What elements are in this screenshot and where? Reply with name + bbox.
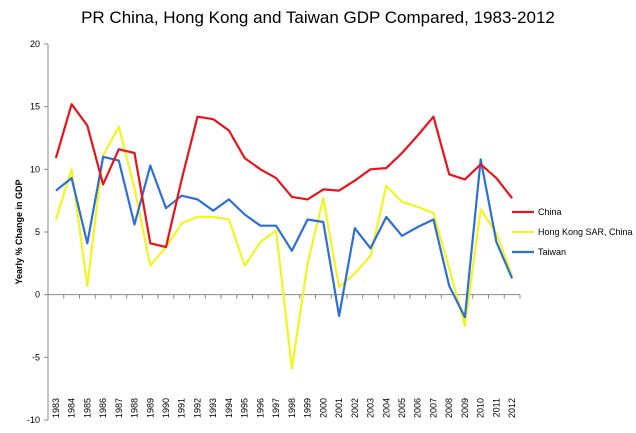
legend-label: Hong Kong SAR, China [538, 227, 633, 237]
y-axis-label: Yearly % Change in GDP [14, 179, 24, 284]
x-tick-label: 1989 [145, 398, 155, 418]
x-tick-label: 2004 [381, 398, 391, 418]
chart-title: PR China, Hong Kong and Taiwan GDP Compa… [81, 8, 555, 27]
x-tick-label: 1999 [303, 398, 313, 418]
series-line-hong-kong-sar-china [54, 125, 514, 370]
x-tick-label: 2011 [491, 398, 501, 417]
x-tick-labels: 1983 1984 1985 1986 1987 1988 1989 1990 1991 1992… [51, 398, 517, 418]
y-tick-label: 5 [35, 227, 40, 237]
x-tick-label: 2003 [366, 398, 376, 418]
x-tick-label: 1993 [208, 398, 218, 418]
x-tick-label: 1994 [224, 398, 234, 418]
x-tick-label: 2006 [413, 398, 423, 418]
y-tick-label: 20 [30, 39, 40, 49]
x-tick-label: 2005 [397, 398, 407, 418]
x-tick-label: 1996 [255, 398, 265, 418]
x-tick-label: 1985 [82, 398, 92, 418]
x-tick-label: 1997 [271, 398, 281, 418]
legend: China Hong Kong SAR, China Taiwan [512, 207, 633, 257]
series-line-china [54, 103, 513, 249]
legend-label: Taiwan [538, 247, 566, 257]
x-tick-label: 2000 [318, 398, 328, 418]
x-tick-label: 2009 [460, 398, 470, 418]
x-tick-label: 1995 [240, 398, 250, 418]
legend-label: China [538, 207, 562, 217]
x-tick-label: 1984 [67, 398, 77, 418]
x-tick-label: 1990 [161, 398, 171, 418]
series-line-taiwan [55, 155, 514, 319]
y-tick-label: -5 [32, 352, 40, 362]
x-tick-label: 1991 [177, 398, 187, 418]
x-tick-label: 1988 [130, 398, 140, 418]
x-tick-label: 2001 [334, 398, 344, 418]
y-tick-label: 0 [35, 290, 40, 300]
y-tick-label: 15 [30, 102, 40, 112]
y-tick-label: 10 [30, 164, 40, 174]
y-axis-label-text: Yearly % Change in GDP [14, 179, 24, 284]
x-tick-label: 1987 [114, 398, 124, 418]
x-tick-label: 2008 [444, 398, 454, 418]
x-tick-label: 2002 [350, 398, 360, 418]
x-tick-label: 1983 [51, 398, 61, 418]
x-tick-label: 1992 [192, 398, 202, 418]
y-tick-label: -10 [27, 415, 40, 425]
x-tick-label: 1986 [98, 398, 108, 418]
x-tick-label: 2007 [428, 398, 438, 418]
x-tick-label: 1998 [287, 398, 297, 418]
x-tick-label: 2010 [476, 398, 486, 418]
x-tick-label: 2012 [507, 398, 517, 418]
series-lines [54, 103, 514, 370]
y-tick-labels: -10 -5 0 5 10 15 20 [27, 39, 40, 425]
axes [44, 43, 521, 421]
